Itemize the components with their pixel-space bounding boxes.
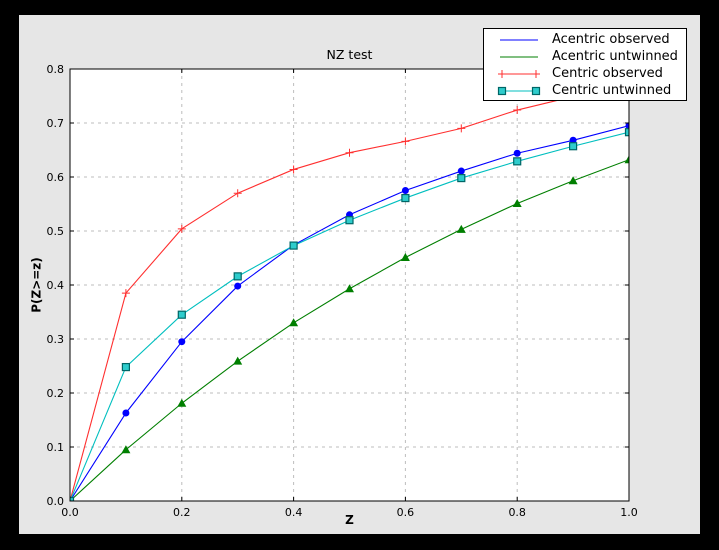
triangle-marker bbox=[289, 318, 299, 327]
x-tick-label: 0.0 bbox=[61, 506, 79, 519]
y-tick-label: 0.7 bbox=[47, 117, 65, 130]
plus-marker bbox=[401, 137, 410, 146]
triangle-marker bbox=[624, 155, 629, 164]
circle-marker bbox=[625, 122, 629, 130]
legend-sample-triangle bbox=[500, 55, 538, 58]
circle-marker bbox=[457, 167, 465, 175]
y-tick-label: 0.3 bbox=[47, 333, 65, 346]
plus-marker bbox=[498, 69, 506, 78]
circle-marker bbox=[401, 187, 409, 194]
series-acentric-untwinned bbox=[70, 155, 629, 501]
triangle-marker bbox=[121, 445, 131, 454]
legend-label: Acentric observed bbox=[552, 32, 670, 47]
plus-marker bbox=[532, 69, 540, 78]
plus-marker bbox=[457, 124, 466, 133]
legend-entry: Centric observed bbox=[484, 65, 686, 82]
plus-marker bbox=[345, 148, 354, 157]
series-centric-untwinned bbox=[70, 128, 629, 501]
x-tick-label: 0.6 bbox=[397, 506, 415, 519]
triangle-marker bbox=[456, 224, 466, 233]
legend-sample-plus bbox=[498, 69, 540, 78]
legend-entry: Centric untwinned bbox=[484, 82, 686, 99]
x-tick-label: 0.2 bbox=[173, 506, 191, 519]
circle-marker bbox=[122, 409, 130, 417]
square-marker bbox=[513, 157, 522, 166]
square-marker bbox=[121, 362, 131, 372]
legend-label: Centric observed bbox=[552, 66, 663, 81]
triangle-marker bbox=[512, 198, 522, 207]
triangle-marker bbox=[233, 356, 243, 365]
legend-entry: Acentric observed bbox=[484, 31, 686, 48]
square-marker bbox=[345, 216, 354, 225]
circle-marker bbox=[513, 149, 521, 157]
plus-marker bbox=[513, 106, 522, 115]
x-axis-label: Z bbox=[345, 513, 354, 527]
chart-title: NZ test bbox=[326, 47, 373, 62]
legend-label: Centric untwinned bbox=[552, 83, 672, 98]
triangle-marker bbox=[568, 176, 578, 185]
square-marker bbox=[177, 310, 186, 319]
y-tick-label: 0.0 bbox=[47, 495, 65, 508]
square-marker bbox=[289, 241, 298, 250]
x-tick-label: 0.4 bbox=[285, 506, 303, 519]
plus-marker bbox=[233, 189, 242, 198]
square-marker bbox=[457, 173, 466, 183]
circle-marker bbox=[569, 136, 577, 144]
legend: Acentric observed Acentric untwinned Centr… bbox=[483, 28, 687, 101]
y-tick-label: 0.4 bbox=[47, 279, 65, 292]
triangle-marker bbox=[345, 284, 354, 293]
y-tick-label: 0.8 bbox=[47, 63, 65, 76]
square-marker bbox=[568, 142, 578, 151]
square-marker bbox=[233, 272, 242, 281]
plus-marker bbox=[289, 165, 298, 174]
y-tick-label: 0.1 bbox=[47, 441, 65, 454]
x-tick-label: 1.0 bbox=[620, 506, 638, 519]
plus-marker bbox=[177, 224, 186, 233]
triangle-marker bbox=[400, 252, 410, 261]
legend-sample-circle bbox=[500, 38, 538, 41]
y-tick-label: 0.2 bbox=[47, 387, 65, 400]
y-tick-label: 0.5 bbox=[47, 225, 65, 238]
square-marker bbox=[624, 128, 629, 137]
legend-label: Acentric untwinned bbox=[552, 49, 678, 64]
legend-sample-square bbox=[497, 86, 541, 95]
plus-marker bbox=[121, 289, 130, 298]
y-tick-label: 0.6 bbox=[47, 171, 65, 184]
circle-marker bbox=[234, 282, 242, 290]
x-tick-label: 0.8 bbox=[508, 506, 526, 519]
y-axis-label: P(Z>=z) bbox=[29, 257, 44, 313]
square-marker bbox=[531, 86, 541, 95]
triangle-marker bbox=[177, 398, 187, 407]
square-marker bbox=[401, 193, 410, 203]
square-marker bbox=[497, 86, 507, 95]
legend-entry: Acentric untwinned bbox=[484, 48, 686, 65]
square-marker bbox=[70, 496, 75, 501]
circle-marker bbox=[178, 338, 186, 346]
